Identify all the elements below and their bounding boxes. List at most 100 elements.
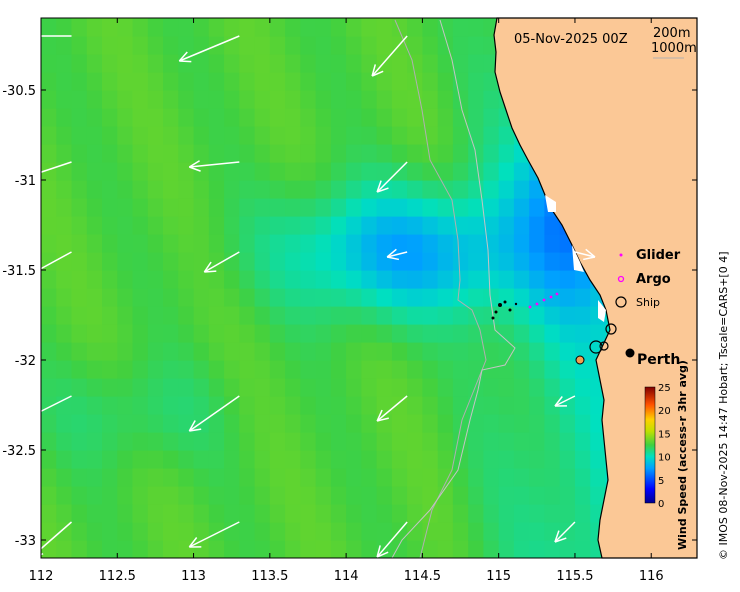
wind-cell (437, 288, 454, 307)
wind-cell (346, 540, 362, 558)
wind-cell (102, 450, 118, 469)
wind-cell (71, 324, 88, 343)
wind-cell (422, 108, 439, 127)
wind-cell (102, 378, 118, 397)
wind-cell (56, 270, 73, 289)
wind-cell (269, 288, 286, 307)
wind-cell (102, 360, 118, 379)
wind-cell (529, 234, 546, 253)
wind-cell (208, 108, 225, 127)
wind-cell (422, 414, 439, 433)
wind-cell (330, 378, 347, 397)
wind-cell (483, 360, 500, 379)
wind-cell (239, 90, 256, 109)
wind-cell (132, 414, 149, 433)
wind-cell (56, 378, 73, 397)
wind-cell (41, 54, 57, 73)
wind-cell (330, 252, 347, 271)
wind-cell (178, 36, 195, 55)
wind-cell (422, 180, 439, 199)
wind-cell (56, 180, 73, 199)
wind-cell (41, 540, 57, 558)
wind-cell (559, 486, 576, 505)
wind-cell (513, 324, 530, 343)
wind-cell (208, 216, 225, 235)
wind-cell (575, 468, 591, 487)
wind-cell (529, 522, 546, 541)
x-tick-label: 115.5 (556, 569, 593, 584)
wind-cell (132, 432, 149, 451)
wind-cell (391, 18, 408, 37)
wind-cell (437, 342, 454, 361)
wind-cell (330, 522, 347, 541)
wind-cell (56, 162, 73, 181)
wind-cell (391, 540, 408, 558)
wind-cell (452, 360, 469, 379)
colorbar-tick-label: 0 (658, 499, 664, 510)
wind-cell (193, 342, 210, 361)
wind-cell (483, 144, 500, 163)
wind-cell (178, 252, 195, 271)
wind-cell (422, 234, 439, 253)
wind-cell (483, 450, 500, 469)
wind-cell (330, 414, 347, 433)
wind-cell (391, 180, 408, 199)
wind-cell (468, 540, 485, 558)
wind-cell (208, 414, 225, 433)
wind-cell (300, 18, 317, 37)
wind-cell (193, 288, 210, 307)
wind-cell (208, 144, 225, 163)
wind-cell (559, 396, 576, 415)
wind-cell (147, 108, 164, 127)
wind-cell (132, 324, 149, 343)
y-axis: -30.5 -31 -31.5 -32 -32.5 -33 (2, 84, 697, 549)
wind-cell (269, 396, 286, 415)
wind-cell (483, 468, 500, 487)
wind-cell (407, 288, 423, 307)
wind-cell (437, 378, 454, 397)
wind-cell (86, 252, 103, 271)
wind-cell (163, 396, 179, 415)
wind-cell (117, 378, 134, 397)
y-tick-label: -31.5 (2, 264, 36, 279)
wind-cell (285, 486, 301, 505)
wind-cell (437, 522, 454, 541)
wind-cell (224, 396, 240, 415)
wind-cell (330, 396, 347, 415)
wind-cell (391, 216, 408, 235)
wind-cell (513, 504, 530, 523)
wind-cell (102, 306, 118, 325)
wind-cell (41, 198, 57, 217)
wind-cell (697, 522, 713, 541)
wind-cell (468, 54, 485, 73)
wind-cell (71, 54, 88, 73)
wind-cell (697, 144, 713, 163)
wind-cell (193, 126, 210, 145)
wind-cell (147, 18, 164, 37)
wind-cell (86, 180, 103, 199)
wind-cell (208, 198, 225, 217)
wind-cell (132, 360, 149, 379)
wind-cell (468, 288, 485, 307)
wind-cell (147, 288, 164, 307)
wind-cell (437, 144, 454, 163)
wind-cell (56, 414, 73, 433)
wind-cell (117, 396, 134, 415)
wind-cell (239, 432, 256, 451)
wind-cell (452, 18, 469, 37)
wind-cell (407, 234, 423, 253)
wind-cell (391, 396, 408, 415)
wind-cell (147, 54, 164, 73)
wind-cell (559, 432, 576, 451)
colorbar-title: Wind Speed (access-r 3hr avg) (676, 360, 689, 550)
wind-cell (117, 126, 134, 145)
wind-cell (285, 198, 301, 217)
wind-cell (208, 486, 225, 505)
wind-cell (147, 216, 164, 235)
wind-cell (513, 486, 530, 505)
wind-cell (300, 504, 317, 523)
wind-cell (315, 144, 332, 163)
wind-cell (269, 90, 286, 109)
wind-cell (590, 468, 607, 487)
wind-cell (239, 180, 256, 199)
